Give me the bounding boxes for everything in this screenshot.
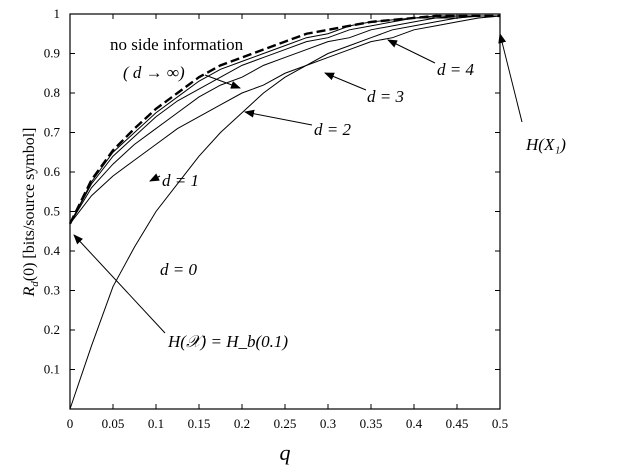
y-tick-label: 0.7 <box>44 125 61 140</box>
annotations: no side information ( d → ∞) d = 4 d = 3… <box>73 33 566 351</box>
y-tick-label: 0.1 <box>44 362 60 377</box>
annotation-d4: d = 4 <box>437 60 474 79</box>
series-line-5 <box>68 14 500 225</box>
series-line-3 <box>69 15 500 224</box>
y-axis-label: Rd(0) [bits/source symbol] <box>21 127 41 297</box>
x-tick-label: 0.15 <box>188 416 211 431</box>
annotation-h-x: H(𝒳) = H_b(0.1) <box>167 332 288 351</box>
axis-ticks <box>69 13 501 409</box>
annotation-d0: d = 0 <box>160 260 197 279</box>
series-line-0 <box>69 15 500 410</box>
tick-labels: 0 0.05 0.1 0.15 0.2 0.25 0.3 0.35 0.4 0.45 0.5 0.1 0… <box>44 6 508 431</box>
x-tick-label: 0.35 <box>360 416 383 431</box>
y-tick-label: 0.9 <box>44 46 60 61</box>
plot-frame <box>69 13 501 410</box>
arrow-d3 <box>324 72 367 91</box>
x-tick-label: 0.1 <box>148 416 164 431</box>
annotation-d-infinity: ( d → ∞) <box>123 63 185 82</box>
annotation-d1: d = 1 <box>162 171 199 190</box>
arrow-no-side-info <box>204 74 241 89</box>
x-tick-label: 0.3 <box>320 416 336 431</box>
y-tick-label: 1 <box>54 6 61 21</box>
x-tick-label: 0.45 <box>446 416 469 431</box>
y-tick-label: 0.6 <box>44 164 61 179</box>
x-tick-label: 0.5 <box>492 416 508 431</box>
y-tick-label: 0.2 <box>44 322 60 337</box>
x-axis-label: q <box>280 440 291 465</box>
y-tick-label: 0.5 <box>44 204 60 219</box>
arrow-h-x1 <box>498 33 523 123</box>
series-line-2 <box>69 15 500 225</box>
annotation-h-x1: H(X₁) <box>525 135 566 154</box>
x-tick-label: 0 <box>67 416 74 431</box>
x-tick-label: 0.4 <box>406 416 423 431</box>
y-tick-label: 0.3 <box>44 283 60 298</box>
x-tick-label: 0.05 <box>102 416 125 431</box>
annotation-d2: d = 2 <box>314 120 351 139</box>
annotation-no-side-info: no side information <box>110 35 244 54</box>
arrow-d4 <box>387 39 436 64</box>
y-tick-label: 0.4 <box>44 243 61 258</box>
series-lines <box>68 14 501 410</box>
y-tick-label: 0.8 <box>44 85 60 100</box>
arrow-h-x <box>73 234 166 334</box>
x-tick-label: 0.2 <box>234 416 250 431</box>
x-tick-label: 0.25 <box>274 416 297 431</box>
annotation-d3: d = 3 <box>367 87 404 106</box>
series-line-1 <box>69 15 501 225</box>
arrow-d1 <box>149 173 161 182</box>
arrow-d2 <box>244 109 313 126</box>
